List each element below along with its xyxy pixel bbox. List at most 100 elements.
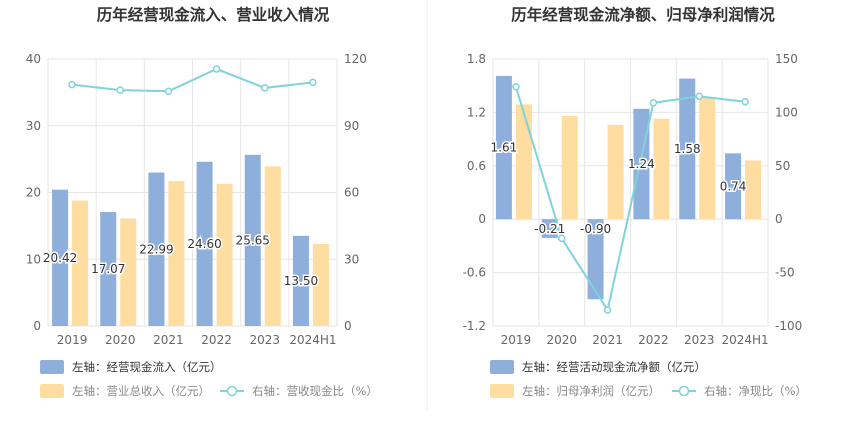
line-point bbox=[212, 65, 221, 73]
right-axis-tick-label: 90 bbox=[344, 119, 359, 133]
data-label: 20.42 bbox=[43, 251, 77, 265]
line-point bbox=[309, 78, 317, 87]
right-axis-tick-label: -100 bbox=[775, 319, 802, 333]
chart-net-cashflow-profit: 历年经营现金流净额、归母净利润情况 -1.2 -0.6 0 0.6 1.2 1.8 -100 -… bbox=[463, 5, 807, 398]
legend-label: 右轴：营收现金比（%） bbox=[252, 384, 378, 398]
legend-label: 左轴：经营活动现金流净额（亿元） bbox=[522, 360, 706, 374]
data-label: 24.60 bbox=[187, 237, 221, 251]
left-axis-tick-label: 30 bbox=[26, 119, 41, 133]
data-label: 1.61 bbox=[491, 141, 518, 155]
x-axis-tick-label: 2019 bbox=[57, 333, 88, 347]
x-axis-tick-label: 2021 bbox=[153, 333, 184, 347]
data-label: 25.65 bbox=[236, 233, 270, 247]
x-axis-tick-label: 2022 bbox=[638, 333, 669, 347]
right-axis-tick-label: 60 bbox=[344, 186, 359, 200]
line-point bbox=[695, 92, 703, 101]
legend-swatch-secondary bbox=[40, 384, 64, 398]
bar-secondary bbox=[264, 166, 281, 326]
bar-primary bbox=[148, 172, 165, 326]
bar-primary bbox=[292, 235, 309, 326]
right-axis-tick-label: -50 bbox=[775, 266, 795, 280]
x-axis-tick-label: 2020 bbox=[105, 333, 136, 347]
data-label: 22.99 bbox=[139, 242, 173, 256]
line-series bbox=[514, 86, 746, 313]
bar-secondary bbox=[168, 181, 185, 326]
line-point bbox=[512, 83, 520, 91]
chart-cash-inflow-revenue: 历年经营现金流入、营业收入情况 0 10 20 30 40 0 30 60 90 120 2019 20… bbox=[26, 5, 378, 398]
legend-swatch-primary bbox=[40, 360, 64, 374]
line-point bbox=[116, 86, 124, 94]
x-axis-tick-label: 2024H1 bbox=[721, 333, 768, 347]
line-point bbox=[164, 87, 173, 96]
line-series bbox=[71, 67, 314, 93]
bar-secondary bbox=[312, 243, 329, 326]
right-axis-tick-label: 30 bbox=[344, 252, 359, 266]
right-axis-tick-label: 150 bbox=[775, 52, 798, 66]
x-axis-tick-label: 2021 bbox=[592, 333, 623, 347]
right-axis-tick-label: 100 bbox=[775, 105, 798, 119]
data-label: 13.50 bbox=[284, 274, 318, 288]
line-point bbox=[261, 84, 269, 92]
x-axis-tick-label: 2023 bbox=[684, 333, 715, 347]
right-axis-tick-label: 50 bbox=[775, 159, 790, 173]
legend-swatch-line-marker bbox=[226, 385, 238, 397]
bar-primary bbox=[587, 219, 604, 300]
left-axis-tick-label: 0 bbox=[33, 319, 41, 333]
x-axis-tick-label: 2023 bbox=[249, 333, 280, 347]
bar-secondary bbox=[745, 160, 762, 220]
right-axis-tick-label: 0 bbox=[344, 319, 352, 333]
x-axis-tick-label: 2019 bbox=[501, 333, 532, 347]
left-axis-tick-label: 0.6 bbox=[467, 159, 486, 173]
bar-primary bbox=[244, 154, 261, 326]
bar-secondary bbox=[607, 124, 624, 220]
line-point bbox=[68, 80, 76, 89]
bar-primary bbox=[52, 189, 69, 326]
bar-secondary bbox=[72, 200, 89, 326]
line-point bbox=[741, 97, 749, 106]
bar-secondary bbox=[653, 118, 670, 220]
legend-label: 右轴：净现比（%） bbox=[704, 384, 807, 398]
data-label: 17.07 bbox=[91, 262, 125, 276]
legend-swatch-line-marker bbox=[678, 385, 690, 397]
line-point bbox=[558, 234, 566, 243]
left-axis-tick-label: 1.2 bbox=[467, 105, 486, 119]
left-axis-tick-label: 10 bbox=[26, 252, 41, 266]
left-axis-tick-label: 40 bbox=[26, 52, 41, 66]
bar-primary bbox=[100, 212, 117, 326]
left-axis-tick-label: -1.2 bbox=[463, 319, 486, 333]
legend-swatch-primary bbox=[490, 360, 514, 374]
left-axis-tick-label: -0.6 bbox=[463, 266, 486, 280]
left-axis-tick-label: 20 bbox=[26, 186, 41, 200]
bar-primary bbox=[725, 153, 742, 220]
right-axis-tick-label: 120 bbox=[344, 52, 367, 66]
bar-primary bbox=[679, 78, 696, 220]
x-axis-tick-label: 2020 bbox=[546, 333, 577, 347]
bar-primary bbox=[541, 219, 558, 238]
data-label: 0.74 bbox=[720, 179, 747, 193]
bar-secondary bbox=[515, 104, 532, 220]
data-label: -0.21 bbox=[534, 222, 565, 236]
bar-secondary bbox=[699, 98, 716, 220]
bar-secondary bbox=[120, 218, 137, 326]
bar-primary bbox=[196, 161, 213, 326]
data-label: -0.90 bbox=[580, 222, 611, 236]
legend-label: 左轴：归母净利润（亿元） bbox=[522, 384, 660, 398]
line-point bbox=[603, 306, 612, 314]
data-label: 1.24 bbox=[628, 157, 655, 171]
left-axis-tick-label: 1.8 bbox=[467, 52, 486, 66]
legend-label: 左轴：经营现金流入（亿元） bbox=[72, 360, 222, 374]
legend-swatch-secondary bbox=[490, 384, 514, 398]
x-axis-tick-label: 2022 bbox=[201, 333, 232, 347]
right-axis-tick-label: 0 bbox=[775, 212, 783, 226]
chart-title: 历年经营现金流入、营业收入情况 bbox=[97, 5, 330, 24]
legend-label: 左轴：营业总收入（亿元） bbox=[72, 384, 210, 398]
bar-secondary bbox=[561, 115, 578, 220]
left-axis-tick-label: 0 bbox=[478, 212, 486, 226]
bar-secondary bbox=[216, 183, 233, 326]
bar-primary bbox=[495, 75, 512, 220]
x-axis-tick-label: 2024H1 bbox=[289, 333, 336, 347]
data-label: 1.58 bbox=[674, 142, 701, 156]
chart-title: 历年经营现金流净额、归母净利润情况 bbox=[511, 5, 775, 24]
